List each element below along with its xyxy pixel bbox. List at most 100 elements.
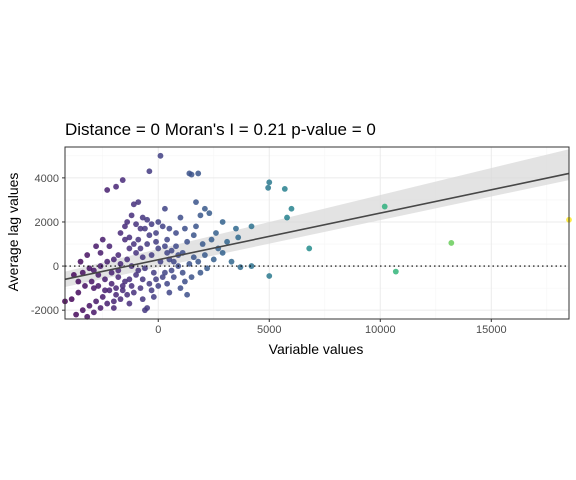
data-point xyxy=(168,247,175,254)
data-point xyxy=(448,240,455,246)
data-point xyxy=(99,294,106,300)
data-point xyxy=(106,243,113,250)
data-point xyxy=(186,260,193,267)
data-point xyxy=(133,221,139,228)
data-point xyxy=(190,254,197,261)
data-point xyxy=(224,238,230,245)
data-point xyxy=(117,260,124,267)
data-point xyxy=(235,234,242,241)
y-axis-label: Average lag values xyxy=(5,173,21,292)
data-point xyxy=(84,252,91,258)
data-point xyxy=(133,271,139,278)
data-point xyxy=(146,232,153,239)
data-point xyxy=(88,278,95,285)
data-point xyxy=(108,280,115,287)
data-point xyxy=(210,256,217,263)
data-point xyxy=(104,187,111,193)
data-point xyxy=(75,278,82,285)
data-point xyxy=(139,296,146,303)
data-point xyxy=(119,177,126,183)
data-point xyxy=(126,245,133,252)
data-point xyxy=(177,285,184,292)
data-point xyxy=(93,243,99,250)
chart-title: Distance = 0 Moran's I = 0.21 p-value = … xyxy=(65,120,376,139)
data-point xyxy=(237,264,244,271)
y-axis-ticks: -2000 0 2000 4000 xyxy=(31,173,65,317)
data-point xyxy=(381,203,388,210)
y-tick-label: 0 xyxy=(53,261,59,273)
data-point xyxy=(392,268,399,275)
data-point xyxy=(144,241,151,247)
data-point xyxy=(102,287,108,294)
data-point xyxy=(113,291,119,298)
data-point xyxy=(281,185,288,192)
data-point xyxy=(153,238,159,245)
data-point xyxy=(168,267,175,274)
data-point xyxy=(97,263,104,269)
data-point xyxy=(97,249,104,256)
data-point xyxy=(164,249,171,256)
data-point xyxy=(93,298,99,305)
data-point xyxy=(170,258,177,265)
data-point xyxy=(79,269,86,276)
data-point xyxy=(102,276,108,283)
data-point xyxy=(117,230,124,236)
data-point xyxy=(195,170,202,177)
data-point xyxy=(181,225,188,232)
data-point xyxy=(190,232,197,239)
data-point xyxy=(82,283,88,289)
data-point xyxy=(188,171,195,178)
data-point xyxy=(204,265,210,272)
data-point xyxy=(110,256,117,263)
data-point xyxy=(199,241,206,247)
data-point xyxy=(179,269,186,276)
data-point xyxy=(139,276,146,283)
data-point xyxy=(166,225,173,232)
data-point xyxy=(113,285,119,292)
data-point xyxy=(228,258,235,265)
x-axis-ticks: 0 5000 10000 15000 xyxy=(155,319,507,336)
data-point xyxy=(155,219,162,225)
data-point xyxy=(248,223,255,230)
data-point xyxy=(95,283,102,289)
data-point xyxy=(117,296,124,303)
data-point xyxy=(130,289,137,296)
data-point xyxy=(142,225,148,232)
data-point xyxy=(122,278,128,285)
data-point xyxy=(150,294,157,300)
y-tick-label: -2000 xyxy=(31,305,59,317)
data-point xyxy=(142,265,148,272)
data-point xyxy=(162,205,168,212)
data-point xyxy=(155,245,162,252)
data-point xyxy=(148,287,155,294)
x-tick-label: 5000 xyxy=(257,324,281,336)
data-point xyxy=(164,280,171,287)
data-point xyxy=(135,199,142,206)
data-point xyxy=(197,212,204,219)
data-point xyxy=(197,269,204,276)
data-point xyxy=(173,243,179,250)
data-point xyxy=(86,302,93,309)
data-point xyxy=(159,274,166,281)
data-point xyxy=(124,256,131,263)
data-point xyxy=(266,273,273,279)
data-point xyxy=(104,258,111,265)
data-point xyxy=(133,249,139,256)
y-tick-label: 4000 xyxy=(35,173,59,185)
x-tick-label: 15000 xyxy=(476,324,507,336)
data-point xyxy=(130,201,137,208)
data-point xyxy=(95,271,102,278)
data-point xyxy=(155,283,162,289)
panel-border xyxy=(64,146,570,320)
data-point xyxy=(73,311,80,318)
x-axis-label: Variable values xyxy=(269,341,364,357)
data-point xyxy=(124,219,131,225)
data-point xyxy=(213,230,219,236)
data-point xyxy=(184,291,191,298)
data-point xyxy=(148,221,155,228)
data-point xyxy=(153,276,159,283)
data-point xyxy=(124,291,131,298)
data-point xyxy=(77,258,84,265)
data-point xyxy=(137,285,144,292)
data-point xyxy=(144,216,151,223)
